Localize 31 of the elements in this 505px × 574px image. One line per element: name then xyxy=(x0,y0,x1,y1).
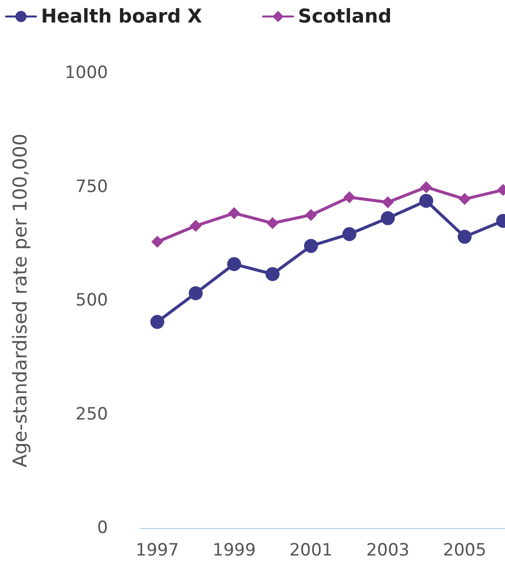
x-tick-label: 2001 xyxy=(289,540,333,560)
point xyxy=(420,181,432,194)
y-tick-label: 0 xyxy=(97,518,108,538)
point xyxy=(458,230,472,244)
y-tick-label: 250 xyxy=(76,404,108,424)
legend-label: Scotland xyxy=(298,6,392,28)
point xyxy=(151,236,164,248)
y-axis-title: Age-standardised rate per 100,000 xyxy=(10,134,32,468)
x-tick-label: 1999 xyxy=(212,540,256,560)
point xyxy=(188,286,203,300)
point xyxy=(228,207,240,220)
x-tick-label: 1997 xyxy=(136,540,179,560)
point xyxy=(304,238,318,253)
point xyxy=(266,217,279,230)
point xyxy=(419,194,434,208)
x-tick-label: 2005 xyxy=(443,540,486,560)
point xyxy=(343,191,356,204)
legend-label: Health board X xyxy=(41,6,202,28)
point xyxy=(458,193,471,206)
point xyxy=(227,257,242,272)
point xyxy=(342,227,356,242)
y-tick-label: 500 xyxy=(76,290,108,310)
x-tick-label: 2003 xyxy=(366,540,410,560)
point xyxy=(150,314,164,329)
point xyxy=(304,208,317,221)
y-tick-label: 750 xyxy=(76,176,108,197)
point xyxy=(382,196,394,208)
point xyxy=(266,267,280,282)
y-tick-label: 1000 xyxy=(64,63,108,83)
point xyxy=(190,220,202,232)
point xyxy=(380,211,395,226)
